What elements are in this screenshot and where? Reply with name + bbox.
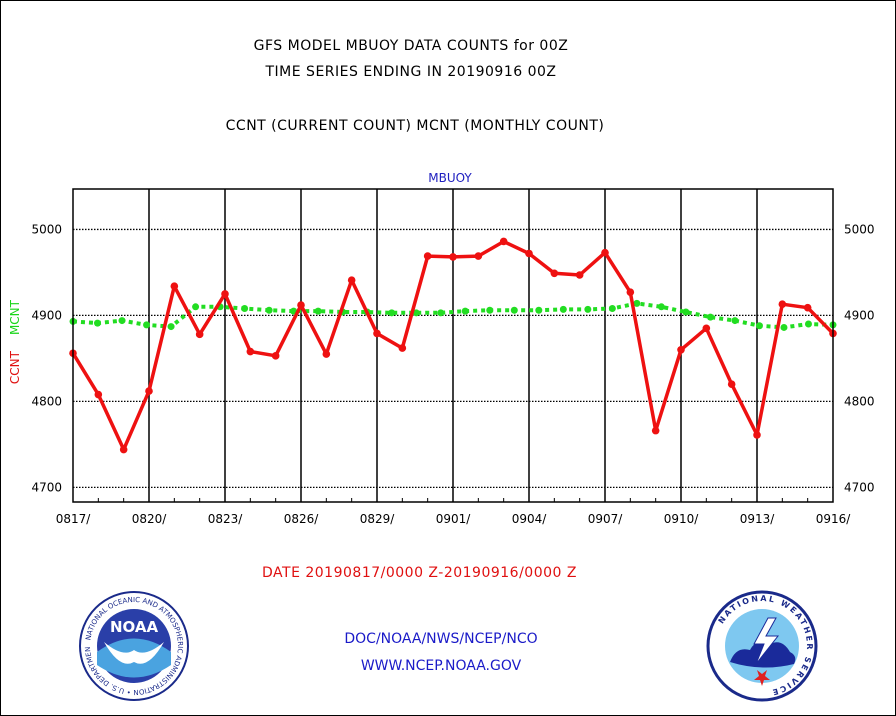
data-point-mcnt (559, 305, 567, 313)
data-point-ccnt (753, 431, 761, 439)
chart-title: GFS MODEL MBUOY DATA COUNTS for 00Z (253, 38, 569, 54)
data-point-ccnt (575, 271, 584, 279)
nws-logo: NATIONAL WEATHER SERVICE (706, 590, 818, 702)
data-point-mcnt (584, 305, 592, 313)
data-point-ccnt (423, 252, 432, 260)
x-tick-label: 0820/ (132, 512, 168, 526)
data-point-ccnt (626, 288, 635, 296)
date-range: DATE 20190817/0000 Z-20190916/0000 Z (262, 565, 577, 581)
data-point-ccnt (271, 352, 280, 360)
x-tick-label: 0823/ (208, 512, 244, 526)
data-point-mcnt (731, 317, 739, 325)
data-point-ccnt (449, 253, 457, 261)
x-tick-label: 0826/ (284, 512, 320, 526)
data-point-mcnt (388, 309, 396, 317)
data-point-mcnt (780, 323, 788, 331)
plot-area-border (72, 188, 834, 503)
data-point-ccnt (195, 330, 204, 339)
data-point-ccnt (651, 426, 660, 435)
data-point-ccnt (373, 329, 381, 338)
data-point-mcnt (755, 322, 763, 330)
data-point-mcnt (706, 313, 714, 321)
data-point-ccnt (246, 347, 255, 356)
data-point-ccnt (119, 445, 128, 454)
data-point-ccnt (221, 290, 229, 298)
data-point-ccnt (677, 345, 685, 354)
series-line-mcnt (72, 301, 834, 330)
x-tick-label: 0913/ (740, 512, 776, 526)
footer-organization: DOC/NOAA/NWS/NCEP/NCO (344, 631, 538, 647)
y-tick-label-right: 4700 (844, 480, 875, 494)
data-point-ccnt (170, 282, 179, 290)
data-point-mcnt (118, 317, 126, 325)
data-point-ccnt (322, 350, 331, 358)
data-point-mcnt (94, 319, 102, 327)
noaa-logo: NOAA NATIONAL OCEANIC AND ATMOSPHERIC AD… (78, 590, 189, 701)
data-point-ccnt (778, 300, 787, 309)
data-point-mcnt (167, 323, 175, 331)
x-tick-label: 0829/ (360, 512, 396, 526)
data-point-mcnt (535, 306, 543, 314)
data-point-ccnt (499, 237, 508, 246)
data-point-ccnt (601, 248, 609, 257)
data-point-mcnt (804, 320, 812, 328)
chart-subtitle: TIME SERIES ENDING IN 20190916 00Z (265, 64, 557, 80)
y-tick-label-left: 4700 (31, 480, 62, 494)
data-point-mcnt (437, 309, 445, 317)
data-point-mcnt (657, 303, 665, 311)
data-point-mcnt (486, 306, 494, 314)
data-point-ccnt (347, 276, 356, 284)
data-point-ccnt (550, 269, 559, 278)
data-point-ccnt (727, 380, 736, 388)
y-tick-label-left: 4900 (31, 308, 62, 322)
y-tick-label-right: 4800 (844, 394, 875, 408)
y-tick-label-right: 4900 (844, 308, 875, 322)
data-point-ccnt (145, 387, 153, 395)
data-point-mcnt (510, 306, 518, 314)
data-point-mcnt (682, 308, 690, 316)
x-tick-label: 0904/ (512, 512, 548, 526)
data-point-mcnt (608, 305, 616, 313)
data-point-mcnt (461, 307, 469, 315)
noaa-logo-text: NOAA (110, 618, 159, 636)
y-tick-label-right: 5000 (844, 222, 875, 236)
axis-ticks: 0817/0820/0823/0826/0829/0901/0904/0907/… (31, 222, 874, 526)
data-point-mcnt (633, 299, 641, 307)
series-label: MBUOY (428, 171, 472, 185)
data-point-ccnt (297, 301, 305, 309)
data-point-ccnt (94, 390, 103, 399)
x-tick-label: 0910/ (664, 512, 700, 526)
data-point-ccnt (525, 249, 533, 258)
data-point-mcnt (265, 306, 273, 314)
data-point-mcnt (241, 305, 249, 313)
data-point-mcnt (143, 321, 151, 329)
x-tick-label: 0901/ (436, 512, 472, 526)
series-ccnt (69, 237, 837, 454)
data-point-ccnt (398, 344, 407, 352)
chart-caption: CCNT (CURRENT COUNT) MCNT (MONTHLY COUNT… (225, 118, 605, 134)
x-tick-label: 0916/ (816, 512, 852, 526)
data-point-mcnt (314, 307, 322, 315)
data-point-ccnt (702, 324, 711, 333)
x-tick-label: 0907/ (588, 512, 624, 526)
y-tick-label-left: 4800 (31, 394, 62, 408)
y-tick-label-left: 5000 (31, 222, 62, 236)
data-point-ccnt (803, 303, 812, 312)
data-point-mcnt (412, 309, 420, 317)
grid (73, 189, 833, 502)
x-tick-label: 0817/ (56, 512, 92, 526)
footer-url: WWW.NCEP.NOAA.GOV (360, 658, 522, 674)
data-point-ccnt (474, 252, 483, 260)
data-point-mcnt (192, 303, 200, 311)
